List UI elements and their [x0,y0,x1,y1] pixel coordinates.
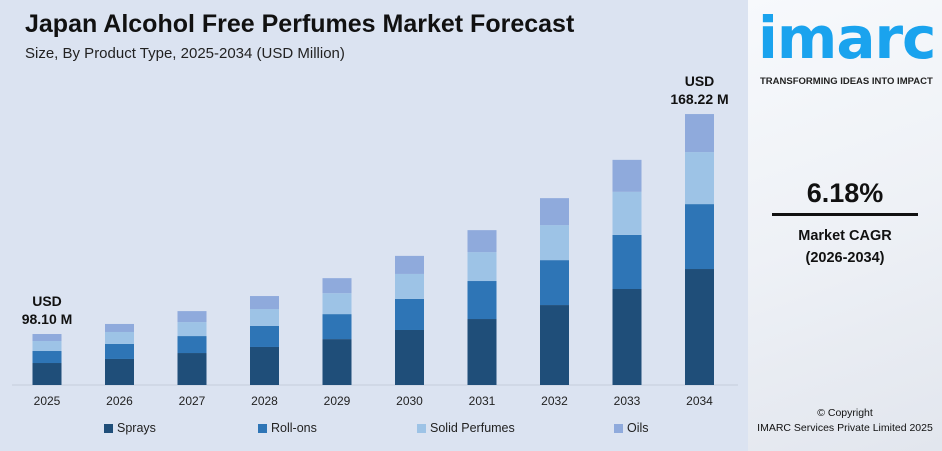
bar-segment-sprays-2028 [250,346,279,385]
bar-segment-solid-perfumes-2029 [322,293,352,315]
x-tick-label: 2032 [541,394,568,408]
bar-segment-sprays-2030 [395,329,424,385]
bar-segment-roll-ons-2029 [322,314,352,340]
bar-segment-oils-2030 [395,255,424,274]
company: IMARC Services Private Limited 2025 [757,422,933,434]
bar-segment-sprays-2031 [467,319,497,385]
bar-segment-solid-perfumes-2028 [250,309,279,326]
legend-item-solid-perfumes: Solid Perfumes [417,421,515,435]
copyright: © Copyright [817,407,873,419]
bar-segment-roll-ons-2027 [177,336,207,354]
bar-segment-roll-ons-2033 [612,234,642,289]
bar-segment-sprays-2027 [177,353,207,385]
x-tick-label: 2031 [469,394,496,408]
chart-subtitle: Size, By Product Type, 2025-2034 (USD Mi… [25,45,345,62]
bar-segment-oils-2029 [322,278,352,294]
bar-segment-oils-2034 [685,114,714,153]
bar-segment-solid-perfumes-2031 [467,252,497,282]
bar-segment-oils-2028 [250,296,279,310]
side-panel: imarc TRANSFORMING IDEAS INTO IMPACT 6.1… [748,0,942,451]
bar-segment-sprays-2025 [32,363,62,385]
bar-segment-solid-perfumes-2026 [105,331,134,344]
chart-title: Japan Alcohol Free Perfumes Market Forec… [25,10,575,38]
bar-segment-oils-2026 [105,323,134,332]
bar-segment-roll-ons-2030 [395,298,424,330]
legend-item-sprays: Sprays [104,421,156,435]
bar-segment-solid-perfumes-2033 [612,191,642,235]
stacked-bar-chart: 2025 2026 2027 2028 2029 2030 2031 2032 2033 2034… [12,73,738,408]
bar-segment-roll-ons-2031 [467,281,497,320]
bar-segment-solid-perfumes-2032 [540,225,569,261]
x-tick-label: 2025 [34,394,61,408]
bar-segment-oils-2032 [540,198,569,226]
legend-item-oils: Oils [614,421,649,435]
legend-label: Solid Perfumes [430,421,515,435]
bar-segment-sprays-2032 [540,305,569,385]
total-label-currency: USD [32,293,62,309]
bar-segment-roll-ons-2025 [32,351,62,364]
bar-segment-solid-perfumes-2030 [395,273,424,299]
bar-segment-sprays-2026 [105,358,134,385]
cagr-period: (2026-2034) [805,250,885,266]
bar-segment-oils-2027 [177,311,207,323]
bar-segment-solid-perfumes-2034 [685,152,714,205]
bar-segment-solid-perfumes-2027 [177,322,207,337]
x-tick-label: 2034 [686,394,713,408]
x-tick-label: 2029 [324,394,351,408]
bar-segment-roll-ons-2028 [250,325,279,347]
x-tick-label: 2028 [251,394,278,408]
bar-segment-roll-ons-2034 [685,204,714,270]
legend-item-roll-ons: Roll-ons [258,421,317,435]
bar-segment-sprays-2029 [322,339,352,385]
cagr-value: 6.18% [806,178,884,208]
legend-swatch [258,423,267,433]
bar-segment-oils-2031 [467,230,497,253]
x-tick-label: 2027 [179,394,206,408]
divider [772,213,918,216]
imarc-logo: imarc [758,4,936,72]
bar-segment-sprays-2034 [685,269,714,385]
bar-segment-sprays-2033 [612,288,642,385]
x-tick-label: 2030 [396,394,423,408]
total-label-currency: USD [685,73,715,89]
legend-label: Roll-ons [271,421,317,435]
legend-swatch [417,423,426,433]
cagr-label-block: Market CAGR (2026-2034) [748,225,942,269]
bar-segment-roll-ons-2032 [540,260,569,306]
bar-segment-oils-2025 [32,334,62,342]
total-label-value: 98.10 M [22,311,73,327]
x-tick-label: 2033 [614,394,641,408]
total-label-value: 168.22 M [670,91,728,107]
x-tick-label: 2026 [106,394,133,408]
legend-swatch [614,423,623,433]
copyright-block: © Copyright IMARC Services Private Limit… [748,406,942,436]
bar-segment-solid-perfumes-2025 [32,341,62,352]
bar-segment-roll-ons-2026 [105,343,134,359]
cagr-label: Market CAGR [798,228,892,244]
legend-label: Sprays [117,421,156,435]
logo-tagline: TRANSFORMING IDEAS INTO IMPACT [760,76,933,87]
bar-segment-oils-2033 [612,159,642,192]
legend-swatch [104,423,113,433]
legend-label: Oils [627,421,649,435]
